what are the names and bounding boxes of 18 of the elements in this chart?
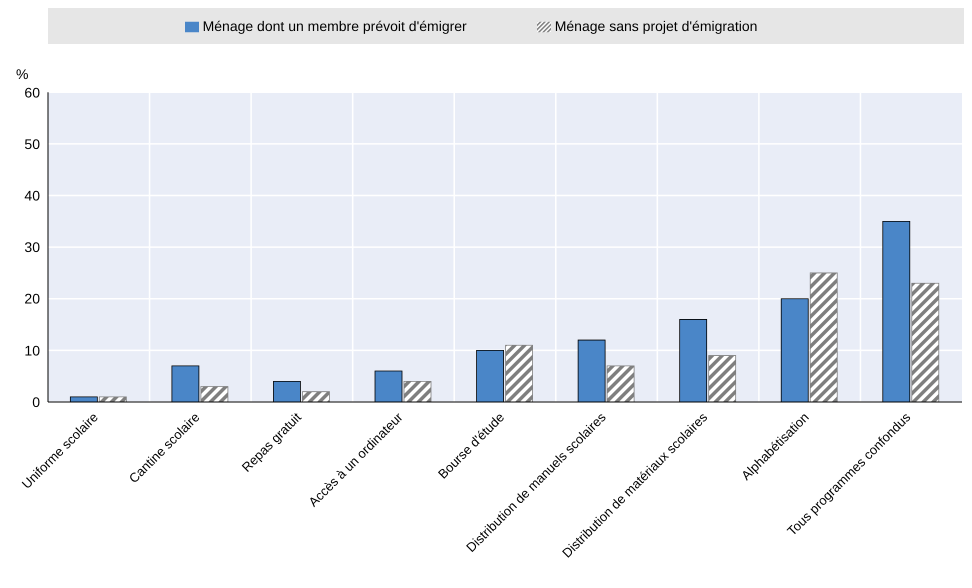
bar xyxy=(708,355,736,402)
bar xyxy=(810,272,838,402)
legend-label: Ménage dont un membre prévoit d'émigrer xyxy=(202,18,467,34)
y-tick-label: 30 xyxy=(24,239,40,256)
y-tick-label: 50 xyxy=(24,136,40,152)
y-tick-label: 40 xyxy=(24,188,40,204)
y-tick-label: 60 xyxy=(24,84,40,100)
y-axis-title: % xyxy=(16,66,28,82)
y-tick-label: 0 xyxy=(32,394,40,410)
legend-label: Ménage sans projet d'émigration xyxy=(554,18,758,34)
bar xyxy=(606,365,635,402)
y-tick-label: 20 xyxy=(24,290,40,307)
bar xyxy=(911,282,940,402)
bar xyxy=(505,344,533,402)
bar xyxy=(404,380,432,402)
bar xyxy=(200,386,228,402)
bar xyxy=(302,391,330,402)
y-tick-label: 10 xyxy=(24,342,40,358)
